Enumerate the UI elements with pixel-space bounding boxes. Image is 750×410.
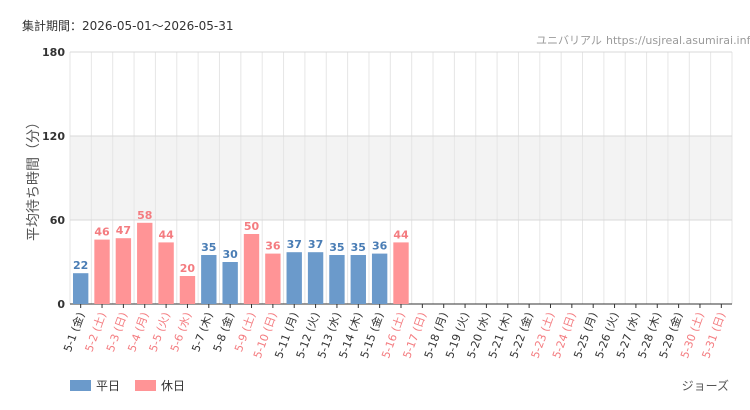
bar-value-label: 46 bbox=[94, 226, 110, 239]
bar-value-label: 37 bbox=[308, 238, 323, 251]
bar bbox=[201, 255, 217, 304]
bars bbox=[72, 222, 409, 304]
bar bbox=[350, 255, 366, 304]
y-tick-label: 0 bbox=[57, 298, 65, 311]
bar-value-label: 30 bbox=[223, 248, 239, 261]
bar-value-label: 44 bbox=[393, 228, 409, 241]
bar bbox=[222, 262, 238, 304]
bar-value-label: 35 bbox=[201, 241, 216, 254]
bar-value-label: 50 bbox=[244, 220, 260, 233]
legend-label-holiday: 休日 bbox=[161, 379, 185, 393]
source-name: ユニバリアル bbox=[536, 34, 602, 47]
bar bbox=[137, 222, 153, 304]
bar bbox=[115, 238, 132, 304]
y-ticks: 0 60 120 180 bbox=[42, 46, 65, 311]
bar-value-label: 37 bbox=[287, 238, 302, 251]
bar bbox=[179, 276, 196, 304]
bar-value-label: 20 bbox=[180, 262, 196, 275]
bar-value-label: 44 bbox=[158, 228, 174, 241]
bar bbox=[265, 253, 281, 304]
bar bbox=[307, 252, 324, 304]
bar bbox=[94, 239, 110, 304]
legend-swatch-weekday bbox=[70, 380, 91, 391]
bar-value-label: 36 bbox=[265, 240, 281, 253]
attraction-name: ジョーズ bbox=[682, 378, 729, 393]
y-tick-label: 120 bbox=[42, 130, 65, 143]
grid bbox=[69, 51, 733, 305]
bar bbox=[329, 255, 345, 304]
bar-value-label: 35 bbox=[329, 241, 344, 254]
legend-swatch-holiday bbox=[135, 380, 156, 391]
value-labels: 22 46 47 58 44 20 35 30 50 36 37 37 35 35 36 44 bbox=[73, 209, 409, 275]
bar-value-label: 22 bbox=[73, 259, 88, 272]
bar-value-label: 47 bbox=[116, 224, 131, 237]
legend-label-weekday: 平日 bbox=[96, 379, 120, 393]
bar bbox=[286, 252, 302, 304]
y-tick-label: 180 bbox=[42, 46, 65, 59]
y-tick-label: 60 bbox=[50, 214, 66, 227]
bar bbox=[158, 242, 174, 304]
bar-value-label: 35 bbox=[351, 241, 366, 254]
bar-value-label: 58 bbox=[137, 209, 152, 222]
bar bbox=[393, 242, 409, 304]
legend: 平日 休日 bbox=[70, 379, 185, 393]
bar bbox=[371, 253, 388, 304]
period-label: 集計期間：2026-05-01～2026-05-31 bbox=[22, 18, 233, 33]
bar bbox=[72, 273, 89, 304]
bar-value-label: 36 bbox=[372, 240, 388, 253]
band-60-120 bbox=[70, 136, 732, 220]
y-axis-label: 平均待ち時間（分） bbox=[26, 115, 42, 241]
x-ticks: 5-1 (金)5-2 (土)5-3 (日)5-4 (月)5-5 (火)5-6 (… bbox=[60, 304, 728, 360]
bar bbox=[243, 234, 260, 304]
source-url[interactable]: https://usjreal.asumirai.info bbox=[606, 34, 750, 47]
